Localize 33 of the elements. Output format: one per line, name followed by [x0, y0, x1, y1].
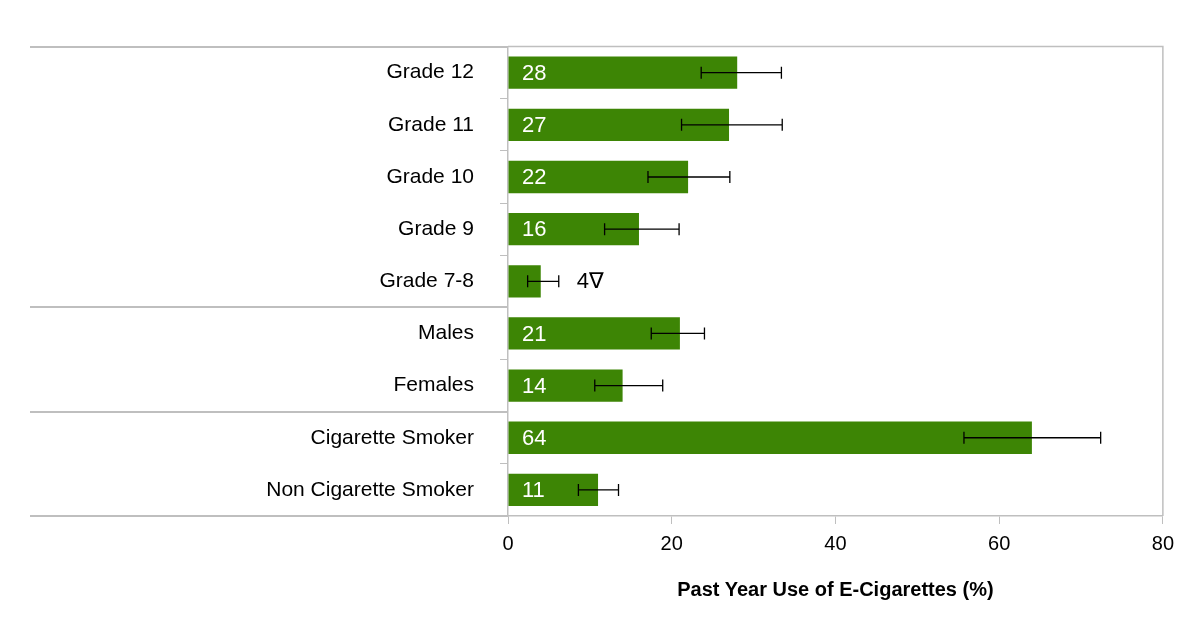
y-tick-label: Females [393, 372, 474, 396]
y-tick-label: Non Cigarette Smoker [266, 476, 474, 500]
bar [508, 473, 599, 507]
bar [508, 212, 639, 246]
x-tick-label: 80 [1151, 531, 1174, 554]
data-label: 22 [522, 164, 547, 190]
bar [508, 421, 1032, 454]
y-tick-label: Grade 12 [386, 59, 474, 83]
y-tick-label: Grade 7-8 [379, 268, 474, 292]
bar [508, 108, 730, 141]
data-label: 11 [522, 476, 545, 502]
y-tick-label: Grade 9 [398, 215, 474, 239]
data-label: 28 [522, 59, 547, 85]
bar [508, 369, 623, 402]
y-tick-label: Grade 11 [388, 111, 474, 135]
bar [508, 265, 541, 298]
data-label: 16 [522, 216, 547, 242]
data-label: 64 [522, 424, 547, 450]
bar [508, 317, 680, 350]
data-label: 14 [522, 372, 547, 398]
y-tick-label: Males [417, 320, 474, 344]
x-tick-label: 0 [502, 531, 514, 554]
x-tick-label: 40 [824, 531, 847, 554]
data-label: 4∇ [576, 268, 604, 294]
y-tick-label: Grade 10 [386, 163, 474, 187]
bar [508, 56, 738, 89]
x-axis-title: Past Year Use of E-Cigarettes (%) [677, 577, 994, 600]
y-tick-label: Cigarette Smoker [310, 424, 474, 448]
data-label: 21 [522, 320, 547, 346]
x-tick-label: 20 [660, 531, 683, 554]
data-label: 27 [522, 111, 547, 137]
x-tick-label: 60 [988, 531, 1011, 554]
bar [508, 160, 689, 194]
